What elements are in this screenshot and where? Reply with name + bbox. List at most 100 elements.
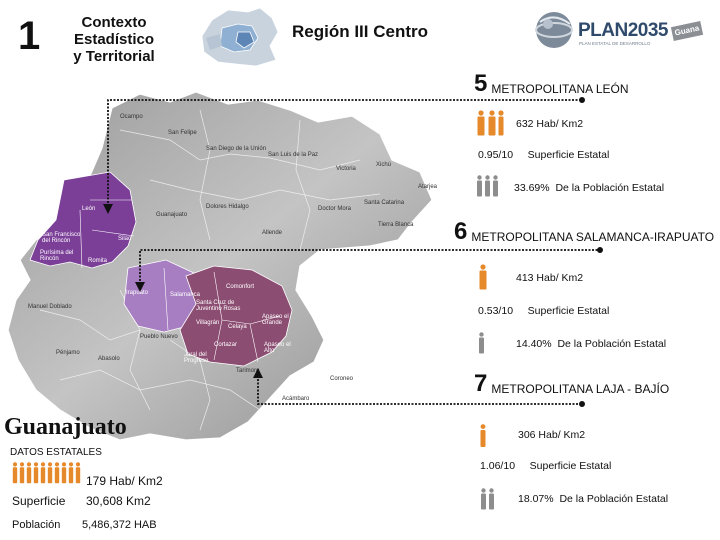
metro-7-population-value: 18.07% bbox=[518, 493, 554, 505]
metro-5-density-icons bbox=[476, 110, 504, 136]
map-label-cortazar: Cortazar bbox=[214, 342, 238, 348]
section-title-line1: Contexto Estadístico bbox=[73, 14, 155, 48]
metro-5-number: 5 bbox=[474, 70, 488, 97]
map-label-san-luis: San Luis de la Paz bbox=[268, 152, 319, 158]
map-label-manuel-doblado: Manuel Doblado bbox=[28, 304, 72, 310]
map-label-ocampo: Ocampo bbox=[120, 114, 143, 120]
metro-6-population: 14.40% De la Población Estatal bbox=[516, 338, 666, 350]
metro-7-population: 18.07% De la Población Estatal bbox=[518, 493, 668, 505]
metro-6-number: 6 bbox=[454, 218, 468, 245]
person-icon bbox=[40, 462, 46, 484]
map-label-san-francisco: San Francisco del Rincón bbox=[42, 232, 81, 244]
metro-5-surface-label: Superficie Estatal bbox=[527, 149, 610, 161]
metro-6-density: 413 Hab/ Km2 bbox=[516, 272, 584, 284]
person-half-icon bbox=[480, 424, 486, 447]
state-data-label: DATOS ESTATALES bbox=[10, 447, 102, 458]
map-label-allende: Allende bbox=[262, 230, 283, 236]
metro-6-surface: 0.53/10 Superficie Estatal bbox=[478, 305, 609, 317]
map-label-guanajuato: Guanajuato bbox=[156, 212, 188, 218]
metro-laja-area bbox=[179, 265, 293, 367]
metro-7-name: METROPOLITANA LAJA - BAJÍO bbox=[491, 382, 670, 396]
map-label-salamanca: Salamanca bbox=[170, 292, 201, 298]
map-label-pueblo-nuevo: Pueblo Nuevo bbox=[140, 334, 178, 340]
map-label-coroneo: Coroneo bbox=[330, 376, 354, 382]
metro-6-surface-label: Superficie Estatal bbox=[527, 305, 610, 317]
map-label-comonfort: Comonfort bbox=[226, 284, 255, 290]
map-label-jaral: Jaral del Progreso bbox=[184, 352, 209, 364]
person-icon bbox=[19, 462, 25, 484]
state-map bbox=[7, 91, 433, 441]
person-icon bbox=[488, 110, 496, 136]
map-label-san-felipe: San Felipe bbox=[168, 130, 197, 136]
map-label-leon: León bbox=[82, 206, 96, 212]
map-label-celaya: Celaya bbox=[228, 324, 247, 330]
map-label-irapuato: Irapuato bbox=[126, 290, 149, 296]
metro-7-population-icons bbox=[480, 488, 495, 510]
metro-5-header: 5 METROPOLITANA LEÓN bbox=[474, 70, 629, 97]
person-icon bbox=[479, 264, 487, 290]
map-label-apaseo-grande: Apaseo el Grande bbox=[262, 314, 289, 326]
map-label-santa-catarina: Santa Catarina bbox=[364, 200, 405, 206]
map-label-santa-cruz: Santa Cruz de Juventino Rosas bbox=[196, 300, 241, 312]
state-surface-label: Superficie bbox=[12, 494, 66, 508]
logo-text: PLAN2035 bbox=[578, 20, 669, 41]
person-icon bbox=[61, 462, 67, 484]
plan2035-logo: PLAN2035 PLAN ESTATAL DE DESARROLLO Guan… bbox=[530, 6, 710, 56]
metro-7-density: 306 Hab/ Km2 bbox=[518, 429, 586, 441]
person-icon bbox=[477, 175, 482, 197]
map-label-atarjea: Atarjea bbox=[418, 184, 438, 190]
metro-7-surface-label: Superficie Estatal bbox=[529, 460, 612, 472]
map-label-san-diego: San Diego de la Unión bbox=[206, 146, 267, 152]
metro-7-surface-value: 1.06/10 bbox=[480, 460, 516, 472]
person-half-icon bbox=[498, 110, 504, 136]
state-surface: Superficie bbox=[12, 494, 65, 508]
person-icon bbox=[68, 462, 74, 484]
map-label-penjamo: Pénjamo bbox=[56, 350, 80, 356]
metro-7-header: 7 METROPOLITANA LAJA - BAJÍO bbox=[474, 370, 670, 397]
metro-5-name: METROPOLITANA LEÓN bbox=[491, 82, 629, 96]
metro-6-density-icons bbox=[478, 264, 488, 290]
person-icon bbox=[33, 462, 39, 484]
state-density-icons bbox=[12, 462, 81, 484]
person-icon bbox=[477, 110, 485, 136]
metro-5-population-label: De la Población Estatal bbox=[555, 182, 665, 194]
person-icon bbox=[47, 462, 53, 484]
map-label-silao: Silao bbox=[118, 236, 132, 242]
metro-5-population-icons bbox=[476, 175, 499, 197]
map-label-tarimoro: Tarimoro bbox=[236, 368, 260, 374]
metro-6-name: METROPOLITANA SALAMANCA-IRAPUATO bbox=[471, 230, 715, 244]
state-population-value: 5,486,372 HAB bbox=[82, 519, 157, 531]
map-label-purisima: Purísima del Rincón bbox=[40, 250, 74, 262]
metro-7-density-icons bbox=[480, 424, 486, 448]
map-label-xichu: Xichú bbox=[376, 162, 392, 168]
map-label-villagran: Villagrán bbox=[196, 320, 220, 326]
metro-6-population-value: 14.40% bbox=[516, 338, 552, 350]
metro-6-population-icons bbox=[478, 332, 485, 354]
person-icon bbox=[493, 175, 498, 197]
metro-7-surface: 1.06/10 Superficie Estatal bbox=[480, 460, 611, 472]
section-title: Contexto Estadístico y Territorial bbox=[44, 14, 184, 65]
section-title-line2: y Territorial bbox=[73, 48, 155, 65]
logo-subtext: PLAN ESTATAL DE DESARROLLO bbox=[579, 41, 651, 46]
globe-icon bbox=[535, 12, 573, 48]
person-icon bbox=[485, 175, 490, 197]
metro-5-surface: 0.95/10 Superficie Estatal bbox=[478, 149, 609, 161]
map-label-apaseo-alto: Apaseo el Alto bbox=[264, 342, 291, 354]
region-title: Región III Centro bbox=[292, 22, 428, 41]
person-icon bbox=[481, 488, 486, 510]
person-icon bbox=[489, 488, 494, 510]
metro-5-surface-value: 0.95/10 bbox=[478, 149, 514, 161]
metro-7-number: 7 bbox=[474, 370, 488, 397]
metro-leon-area bbox=[29, 171, 137, 269]
metro-5-population-value: 33.69% bbox=[514, 182, 550, 194]
metro-5-density: 632 Hab/ Km2 bbox=[516, 118, 584, 130]
map-label-abasolo: Abasolo bbox=[98, 356, 120, 362]
state-density: 179 Hab/ Km2 bbox=[86, 474, 163, 488]
person-icon bbox=[54, 462, 60, 484]
person-icon bbox=[479, 332, 484, 354]
map-label-romita: Romita bbox=[88, 258, 108, 264]
map-label-acambaro: Acámbaro bbox=[282, 396, 310, 402]
metro-6-surface-value: 0.53/10 bbox=[478, 305, 514, 317]
metro-6-header: 6 METROPOLITANA SALAMANCA-IRAPUATO bbox=[454, 218, 715, 245]
